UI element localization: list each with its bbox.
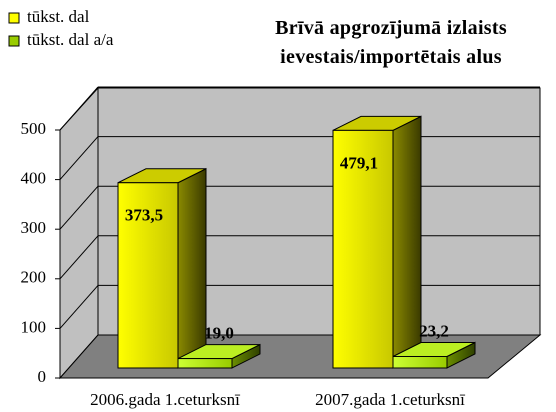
y-tick-label: 200 (21, 268, 47, 287)
grid-line (59, 86, 99, 131)
bar (117, 167, 207, 369)
side-wall (59, 86, 99, 380)
grid-line (59, 185, 99, 230)
value-label: 373,5 (125, 206, 163, 225)
value-label: 19,0 (204, 323, 234, 342)
bar-front (177, 358, 233, 369)
y-tick-label: 100 (21, 317, 47, 336)
bar-front (117, 182, 179, 369)
grid-line (59, 285, 99, 329)
bar (392, 341, 476, 369)
grid-line (59, 235, 99, 280)
bar-front (392, 355, 448, 369)
bar-side (177, 167, 207, 369)
legend-swatch (8, 12, 20, 24)
y-tick-label: 300 (21, 218, 47, 237)
x-tick-label: 2007.gada 1.ceturksnī (315, 390, 465, 409)
bar (332, 115, 422, 369)
legend-swatch (8, 35, 20, 47)
bar-front (332, 129, 394, 369)
y-tick-label: 500 (21, 119, 47, 138)
y-tick-label: 0 (38, 367, 47, 386)
x-tick-label: 2006.gada 1.ceturksnī (90, 390, 240, 409)
legend-label: tūkst. dal a/a (27, 30, 114, 49)
y-tick-label: 400 (21, 169, 47, 188)
bar-side (392, 115, 422, 369)
chart-title: Brīvā apgrozījumā izlaists ievestais/imp… (275, 17, 507, 68)
value-label: 479,1 (340, 153, 378, 172)
bar (177, 343, 261, 369)
grid-line (59, 136, 99, 180)
value-label: 23,2 (419, 321, 449, 340)
legend-label: tūkst. dal (27, 7, 90, 26)
